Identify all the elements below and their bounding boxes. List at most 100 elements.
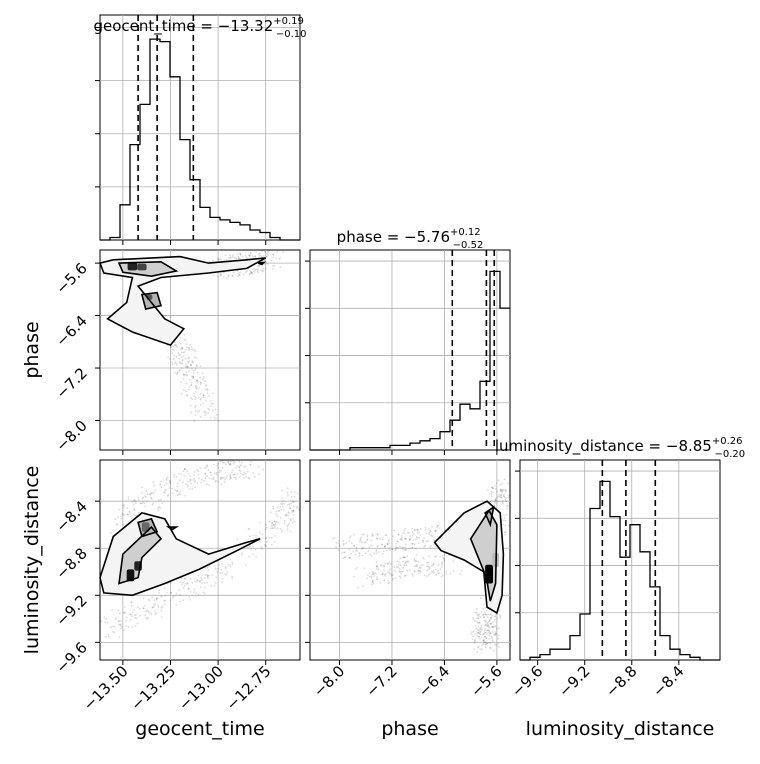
scatter-point	[399, 545, 401, 548]
scatter-point	[421, 564, 424, 566]
scatter-point	[482, 640, 485, 642]
scatter-point	[219, 476, 222, 479]
scatter-point	[193, 420, 196, 422]
scatter-point	[501, 489, 503, 492]
scatter-point	[158, 505, 161, 508]
scatter-point	[352, 550, 355, 553]
scatter-point	[195, 384, 197, 387]
scatter-point	[502, 500, 504, 502]
scatter-point	[149, 493, 152, 496]
title-geocent-time-main: geocent_time = −13.32	[93, 17, 273, 36]
scatter-point	[499, 495, 502, 498]
scatter-point	[173, 354, 175, 357]
scatter-point	[118, 623, 120, 626]
scatter-point	[192, 361, 195, 364]
scatter-point	[165, 477, 168, 480]
scatter-point	[193, 477, 196, 480]
scatter-point	[279, 516, 282, 519]
scatter-point	[260, 250, 263, 252]
scatter-point	[480, 624, 483, 627]
scatter-point	[173, 362, 176, 365]
scatter-point	[439, 555, 442, 558]
scatter-point	[442, 554, 444, 557]
scatter-point	[179, 490, 182, 493]
scatter-point	[134, 500, 137, 502]
scatter-point	[490, 493, 493, 495]
scatter-point	[266, 252, 268, 255]
scatter-point	[189, 577, 192, 580]
scatter-point	[220, 569, 223, 571]
scatter-point	[494, 502, 497, 505]
scatter-point	[280, 502, 283, 505]
scatter-point	[501, 490, 503, 492]
scatter-point	[221, 466, 224, 469]
scatter-point	[281, 529, 283, 532]
scatter-point	[488, 632, 491, 635]
scatter-point	[441, 574, 444, 577]
scatter-point	[200, 586, 202, 588]
scatter-point	[186, 374, 189, 377]
scatter-point	[419, 571, 422, 573]
scatter-point	[239, 253, 242, 256]
scatter-point	[481, 648, 484, 651]
scatter-point	[175, 362, 178, 365]
scatter-point	[489, 642, 492, 645]
scatter-point	[475, 627, 478, 630]
scatter-point	[193, 591, 195, 593]
scatter-point	[357, 586, 359, 589]
scatter-point	[407, 560, 409, 563]
scatter-point	[489, 622, 492, 625]
scatter-point	[188, 388, 190, 391]
contour-0	[99, 512, 261, 597]
scatter-point	[217, 258, 220, 261]
scatter-point	[488, 634, 491, 637]
scatter-point	[244, 255, 247, 257]
scatter-point	[376, 565, 379, 568]
scatter-point	[372, 573, 375, 576]
scatter-point	[423, 545, 426, 548]
scatter-point	[275, 521, 277, 524]
scatter-point	[258, 254, 261, 257]
scatter-point	[199, 376, 202, 379]
scatter-point	[412, 533, 415, 535]
scatter-point	[491, 486, 494, 489]
scatter-point	[157, 604, 160, 607]
scatter-point	[254, 255, 256, 258]
xtick-label-geocent-time-1: −13.25	[127, 662, 179, 714]
scatter-point	[118, 508, 121, 511]
scatter-point	[200, 397, 203, 400]
scatter-point	[173, 595, 176, 598]
scatter-point	[277, 510, 280, 513]
scatter-point	[488, 626, 490, 629]
scatter-point	[488, 630, 491, 633]
scatter-point	[192, 375, 195, 378]
scatter-point	[197, 473, 200, 476]
scatter-point	[381, 538, 384, 541]
scatter-point	[395, 546, 398, 548]
scatter-point	[186, 470, 188, 472]
scatter-point	[383, 580, 386, 582]
scatter-point	[191, 487, 194, 490]
scatter-point	[190, 383, 193, 386]
scatter-point	[414, 547, 417, 550]
scatter-point	[345, 542, 348, 545]
scatter-point	[413, 543, 416, 546]
scatter-point	[396, 560, 399, 563]
scatter-point	[196, 381, 199, 384]
scatter-point	[419, 534, 422, 536]
scatter-point	[249, 464, 252, 466]
scatter-point	[409, 535, 411, 537]
scatter-point	[117, 620, 120, 623]
scatter-point	[166, 591, 168, 594]
scatter-point	[191, 375, 193, 378]
scatter-point	[231, 575, 233, 578]
scatter-point	[411, 543, 414, 545]
scatter-point	[499, 489, 502, 491]
scatter-point	[160, 616, 163, 618]
scatter-point	[209, 471, 212, 474]
scatter-point	[505, 489, 507, 492]
scatter-point	[210, 402, 213, 405]
scatter-point	[185, 371, 188, 373]
scatter-point	[494, 615, 497, 617]
scatter-point	[484, 635, 487, 638]
